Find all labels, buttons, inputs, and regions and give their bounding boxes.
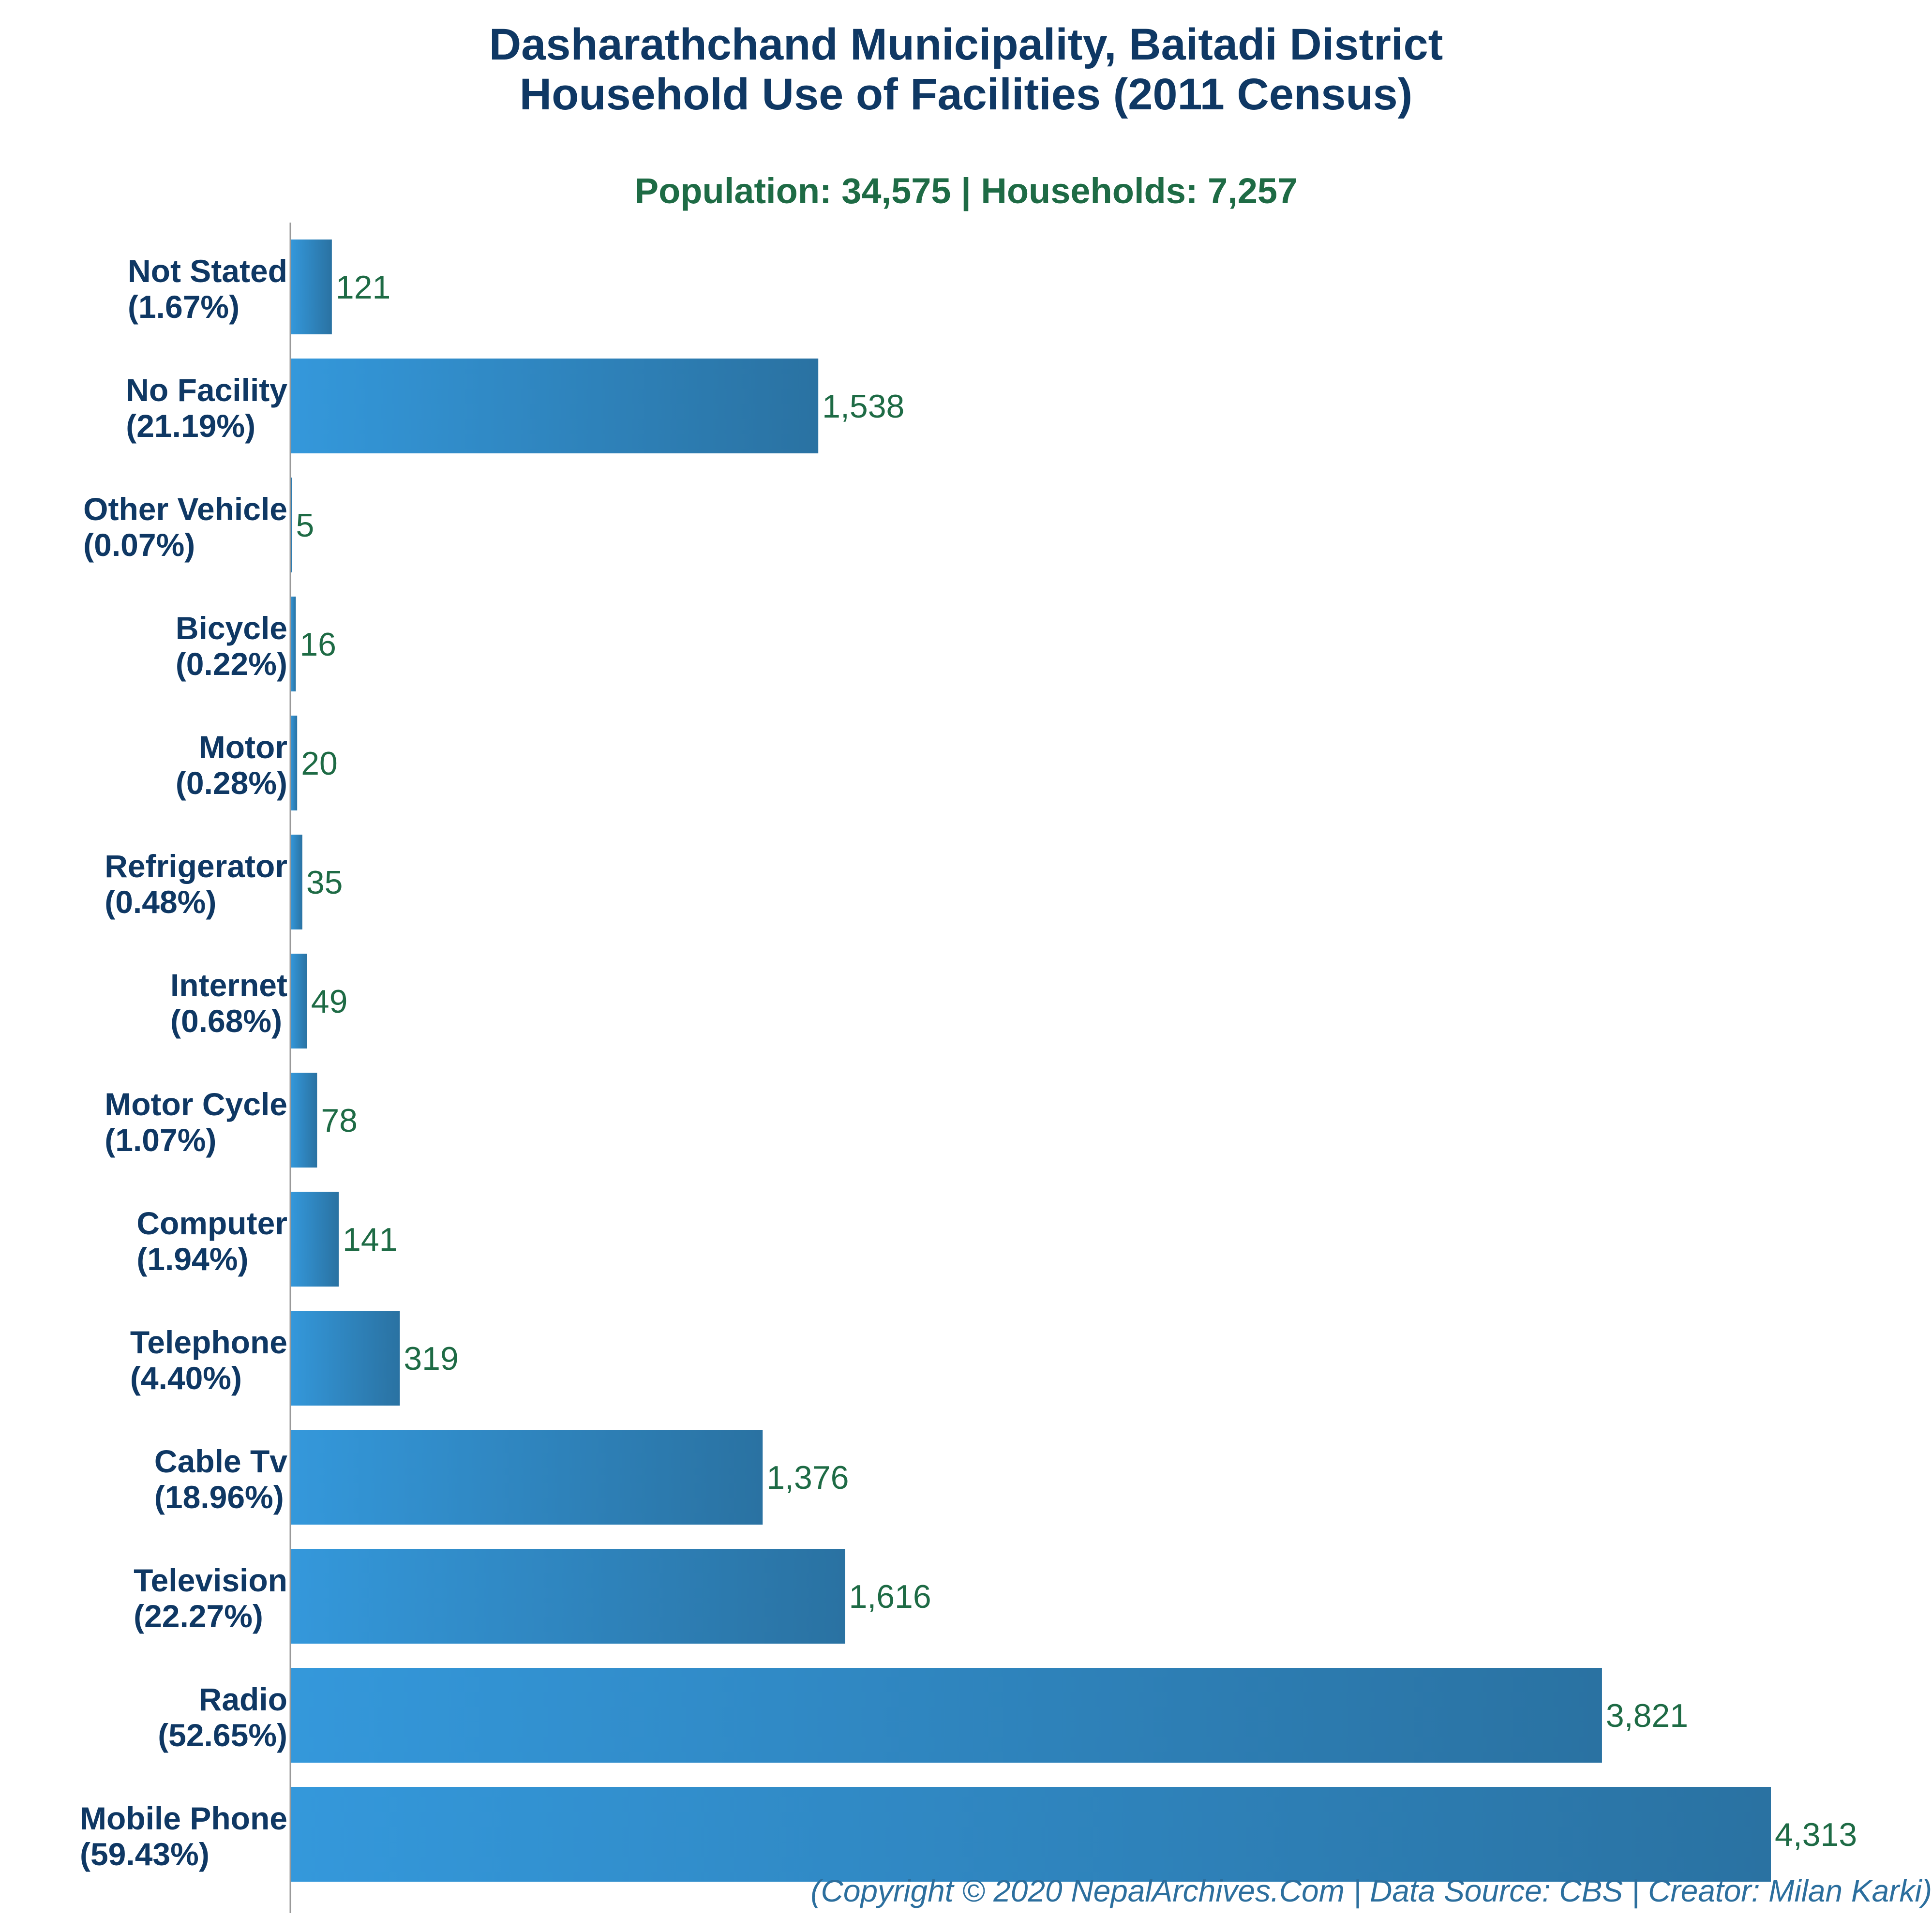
category-label: Other Vehicle [83, 491, 287, 527]
category-label: Motor [199, 729, 287, 765]
category-label: Computer [136, 1205, 287, 1241]
chart-title: Dasharathchand Municipality, Baitadi Dis… [489, 20, 1443, 69]
value-label: 121 [336, 269, 390, 306]
value-label: 5 [296, 507, 315, 544]
labels-layer: 121 Not Stated(1.67%) 1,538 No Facility(21.… [80, 253, 1857, 1872]
chart-subtitle: Population: 34,575 | Households: 7,257 [634, 171, 1298, 211]
value-label: 1,538 [822, 388, 904, 425]
value-label: 141 [343, 1221, 397, 1258]
category-label: Not Stated [128, 253, 287, 289]
value-label: 3,821 [1606, 1697, 1688, 1734]
value-label: 4,313 [1775, 1816, 1857, 1853]
value-label: 49 [311, 983, 348, 1020]
category-percent-label: (52.65%) [158, 1717, 287, 1753]
value-label: 1,616 [849, 1578, 931, 1615]
category-label: Internet [170, 967, 287, 1003]
category-label: Radio [199, 1681, 287, 1717]
category-percent-label: (22.27%) [134, 1598, 263, 1634]
bar-no-facility [290, 359, 819, 453]
category-label: Motor Cycle [105, 1086, 287, 1122]
category-percent-label: (21.19%) [126, 408, 255, 444]
bar-radio [290, 1668, 1602, 1763]
category-label: Refrigerator [105, 848, 287, 884]
bar-internet [290, 954, 307, 1048]
bar-mobile-phone [290, 1787, 1771, 1882]
category-percent-label: (0.48%) [105, 884, 216, 920]
category-label: Bicycle [176, 610, 287, 646]
value-label: 35 [306, 864, 343, 901]
category-percent-label: (0.07%) [83, 527, 195, 563]
category-label: Mobile Phone [80, 1800, 287, 1836]
category-percent-label: (0.22%) [176, 646, 287, 682]
category-label: Telephone [130, 1324, 287, 1360]
bar-not-stated [290, 240, 332, 334]
bar-television [290, 1549, 845, 1644]
category-percent-label: (59.43%) [80, 1836, 210, 1872]
value-label: 78 [321, 1102, 358, 1139]
category-percent-label: (4.40%) [130, 1360, 242, 1396]
chart-footer: (Copyright © 2020 NepalArchives.Com | Da… [810, 1873, 1932, 1908]
category-percent-label: (1.07%) [105, 1122, 216, 1158]
bars-layer [290, 240, 1771, 1882]
value-label: 1,376 [766, 1459, 849, 1496]
category-percent-label: (18.96%) [154, 1479, 284, 1515]
category-label: Television [134, 1562, 287, 1598]
bar-motor [290, 716, 298, 810]
chart-title-line-2: Household Use of Facilities (2011 Census… [519, 70, 1413, 119]
bar-bicycle [290, 597, 296, 691]
category-percent-label: (1.94%) [136, 1241, 248, 1277]
category-label: Cable Tv [154, 1443, 287, 1479]
bar-refrigerator [290, 835, 302, 929]
category-label: No Facility [126, 372, 287, 408]
bar-motor-cycle [290, 1073, 317, 1168]
category-percent-label: (0.68%) [170, 1003, 282, 1039]
value-label: 319 [404, 1340, 458, 1377]
value-label: 20 [301, 745, 338, 782]
value-label: 16 [300, 626, 336, 663]
category-percent-label: (0.28%) [176, 765, 287, 801]
bar-telephone [290, 1311, 400, 1406]
category-percent-label: (1.67%) [128, 289, 240, 325]
bar-other-vehicle [290, 478, 292, 572]
bar-computer [290, 1192, 339, 1287]
bar-cable-tv [290, 1430, 763, 1525]
